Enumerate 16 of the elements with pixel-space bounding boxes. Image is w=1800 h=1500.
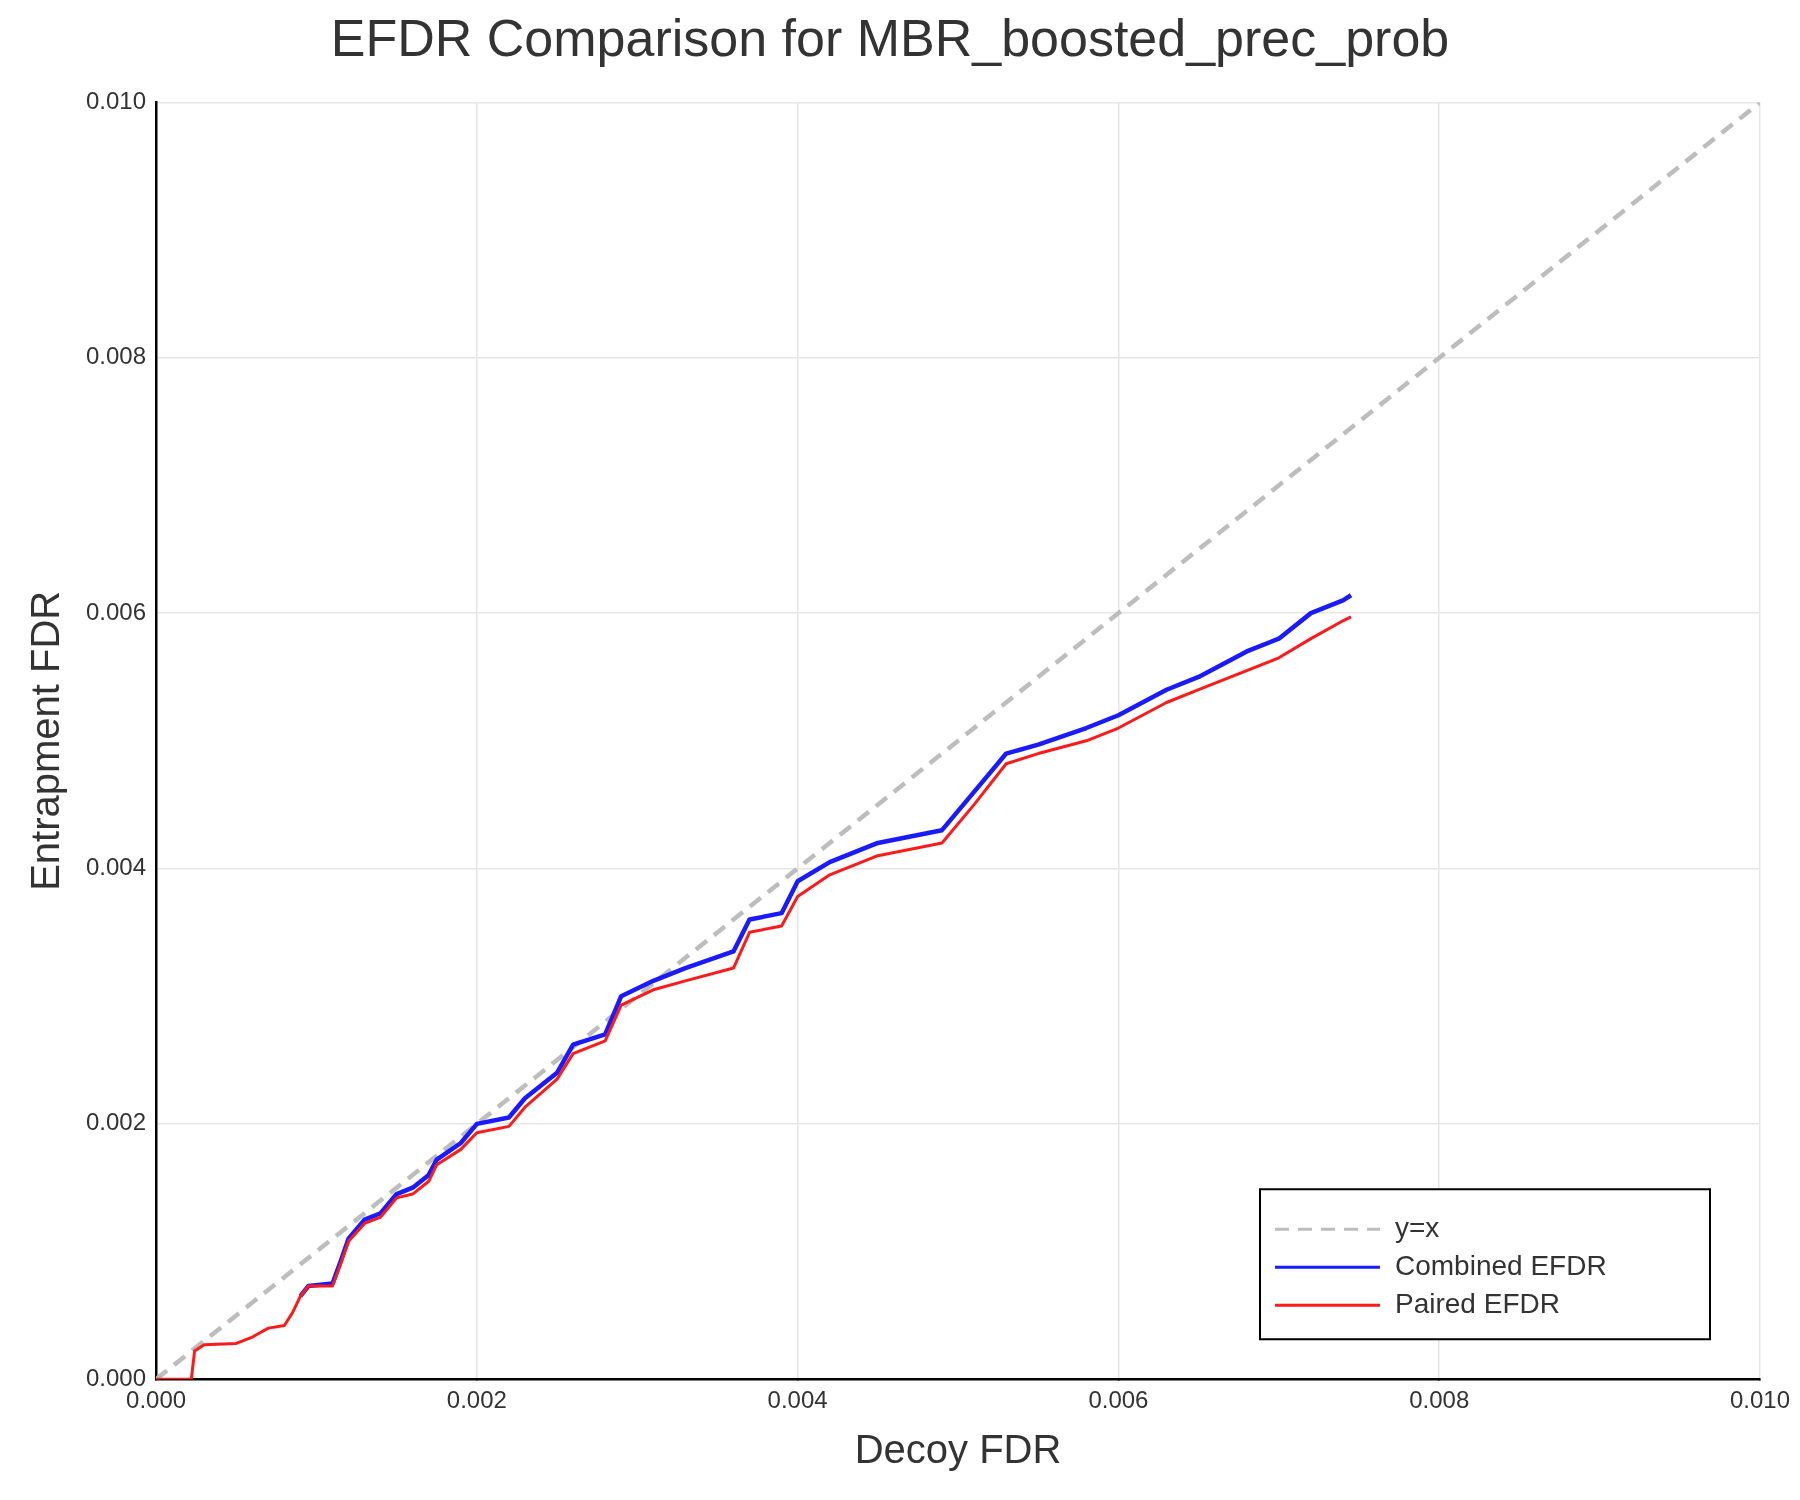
y-tick-label: 0.008	[86, 342, 147, 370]
y-tick-label: 0.002	[86, 1108, 147, 1136]
x-tick-label: 0.010	[1729, 1386, 1791, 1414]
legend-label: Paired EFDR	[1395, 1287, 1560, 1319]
x-tick-label: 0.006	[1088, 1386, 1149, 1414]
y-tick-label: 0.004	[86, 853, 147, 881]
legend-label: y=x	[1395, 1211, 1440, 1243]
chart-title: EFDR Comparison for MBR_boosted_prec_prob	[330, 8, 1450, 67]
x-tick-label: 0.008	[1409, 1386, 1470, 1414]
x-axis-title: Decoy FDR	[854, 1427, 1062, 1472]
x-tick-label: 0.004	[767, 1386, 828, 1414]
y-tick-label: 0.006	[86, 597, 147, 625]
y-axis-title: Entrapment FDR	[23, 590, 68, 891]
y-tick-label: 0.010	[86, 87, 147, 115]
x-tick-label: 0.002	[446, 1386, 507, 1414]
legend-label: Combined EFDR	[1395, 1249, 1607, 1281]
